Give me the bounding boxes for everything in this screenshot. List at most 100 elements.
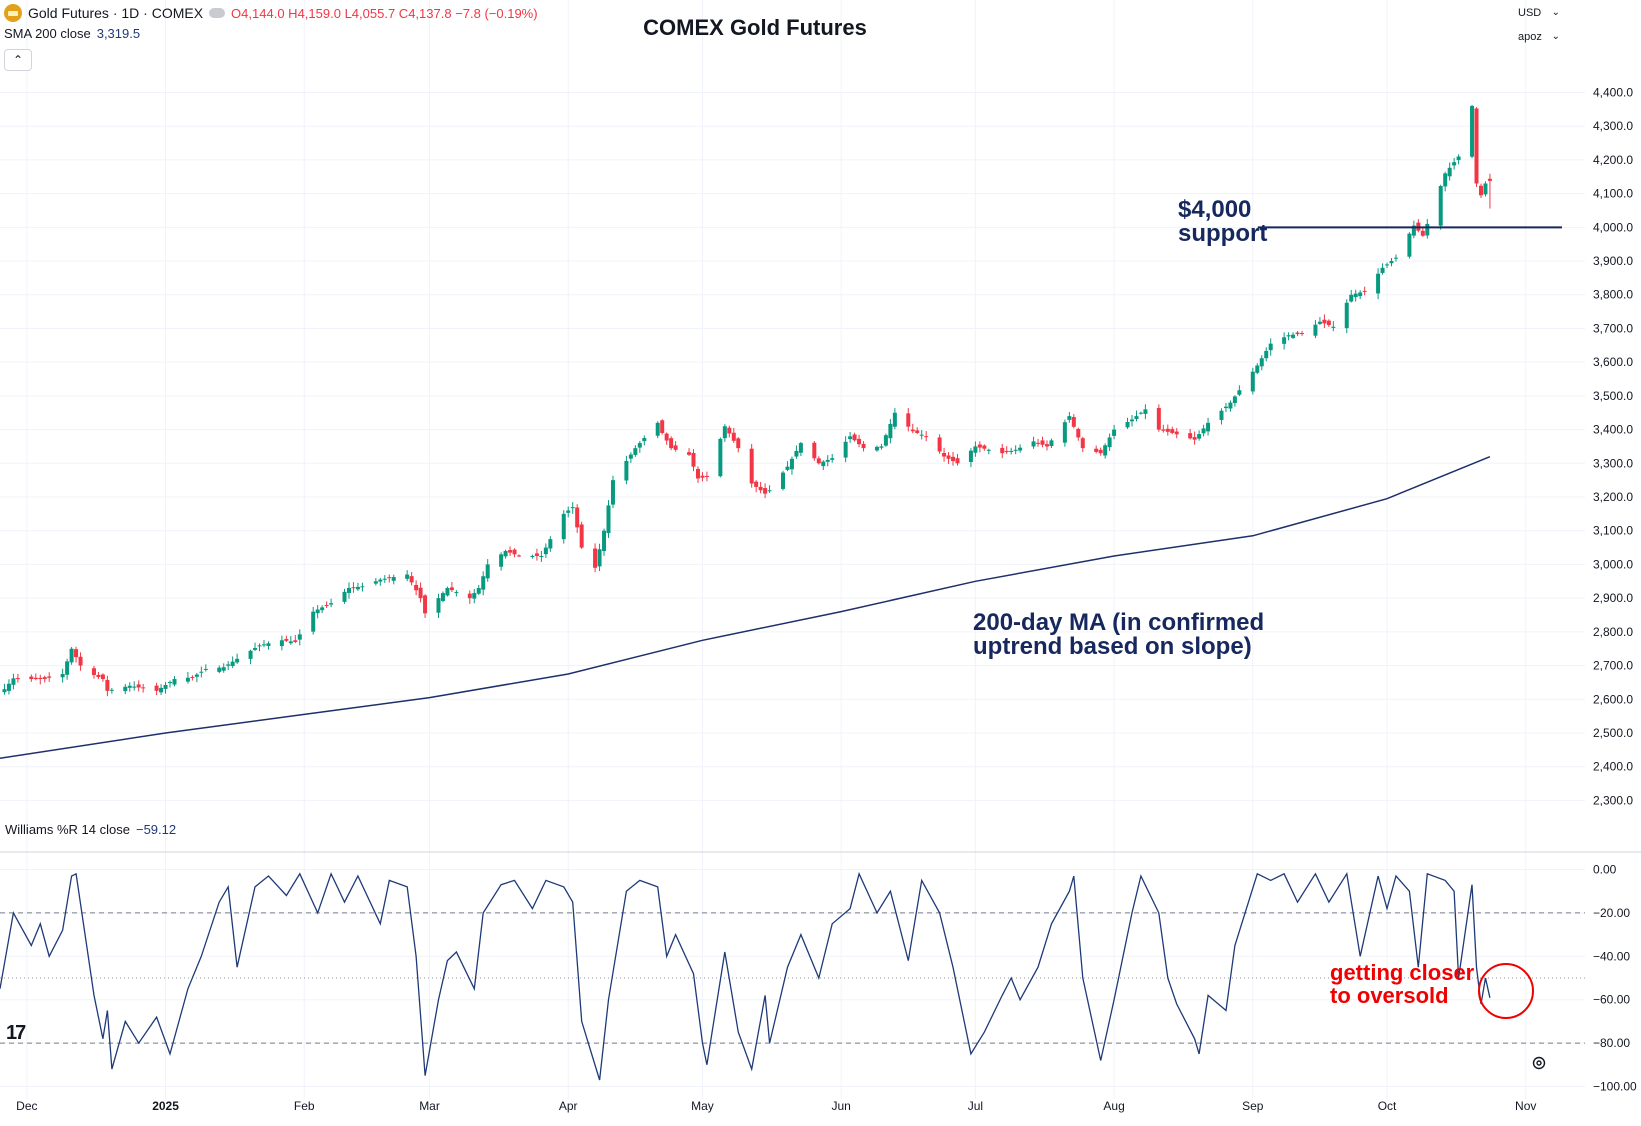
candle-body (874, 446, 879, 451)
candle-body (857, 438, 862, 445)
scale-mode-label: apoz (1518, 31, 1542, 43)
candle-body (825, 459, 830, 462)
candle-body (695, 468, 700, 479)
price-tick-label: 4,000.0 (1593, 220, 1633, 234)
gear-icon[interactable] (1531, 1055, 1547, 1071)
price-tick-label: 3,700.0 (1593, 321, 1633, 335)
candle-body (1474, 108, 1479, 184)
candle-body (910, 429, 915, 432)
candle-body (548, 539, 553, 549)
tradingview-logo[interactable]: 17 (6, 1022, 26, 1044)
candle-body (1358, 292, 1363, 297)
candle-body (136, 684, 141, 688)
candle-body (628, 454, 633, 459)
sma-legend[interactable]: SMA 200 close 3,319.5 (4, 26, 140, 41)
candle-body (373, 581, 378, 584)
candle-body (1044, 444, 1049, 447)
currency-selector[interactable]: USD ⌄ (1514, 2, 1564, 24)
wr-tick-label: −40.00 (1593, 949, 1630, 963)
candle-body (1138, 412, 1143, 414)
candle-body (382, 578, 387, 580)
candle-body (798, 443, 803, 453)
candle-body (1197, 434, 1202, 439)
candle-body (602, 530, 607, 552)
candle-body (1317, 321, 1322, 324)
candle-body (642, 438, 647, 442)
symbol-label[interactable]: Gold Futures · 1D · COMEX (28, 5, 204, 21)
candle-body (1232, 396, 1237, 404)
market-status-icon[interactable] (209, 8, 226, 18)
candle-body (123, 686, 128, 692)
candle-body (982, 445, 987, 449)
candle-body (311, 611, 316, 632)
williams-r-legend[interactable]: Williams %R 14 close −59.12 (5, 822, 176, 837)
price-tick-label: 4,100.0 (1593, 187, 1633, 201)
candle-body (288, 641, 293, 644)
candle-body (1353, 293, 1358, 298)
candle-body (449, 587, 454, 591)
candle-body (816, 458, 821, 464)
candle-body (794, 450, 799, 457)
date-tick-label: Sep (1242, 1099, 1264, 1113)
candle-body (11, 678, 16, 685)
candle-body (579, 524, 584, 548)
candle-body (1452, 162, 1457, 166)
candle-body (1107, 437, 1112, 448)
candle-body (226, 664, 231, 666)
candle-body (1282, 337, 1287, 344)
candle-body (2, 689, 7, 693)
candle-body (503, 550, 508, 557)
candle-body (297, 634, 302, 640)
price-tick-label: 2,700.0 (1593, 659, 1633, 673)
candle-body (1098, 449, 1103, 454)
axis-labels-layer: 4,400.0 4,300.0 4,200.0 4,100.0 4,000.0 3,900… (16, 85, 1637, 1113)
date-tick-label: Mar (419, 1099, 440, 1113)
date-tick-label: Oct (1378, 1099, 1397, 1113)
date-tick-label: Jul (968, 1099, 983, 1113)
candle-body (1018, 447, 1023, 451)
change-value: −7.8 (−0.19%) (455, 5, 538, 21)
date-tick-label: Jun (831, 1099, 850, 1113)
candle-body (1326, 320, 1331, 326)
candle-body (937, 437, 942, 452)
candle-body (1103, 445, 1108, 456)
candle-body (47, 676, 52, 678)
candle-body (508, 550, 513, 553)
candle-body (1331, 326, 1336, 328)
support-annotation: $4,000 support (1178, 198, 1267, 246)
close-label: C (398, 5, 409, 21)
candle-body (1071, 417, 1076, 427)
wr-tick-label: −60.00 (1593, 993, 1630, 1007)
candle-body (1125, 422, 1130, 428)
candle-body (159, 687, 164, 693)
candle-body (69, 648, 74, 663)
support-annotation-line2: support (1178, 220, 1268, 247)
candle-body (566, 510, 571, 513)
candle-body (1031, 441, 1036, 447)
candle-body (1201, 428, 1206, 434)
candle-body (190, 676, 195, 678)
candle-body (821, 461, 826, 467)
candle-body (570, 507, 575, 509)
symbol-legend[interactable]: Gold Futures · 1D · COMEX O4,144.0 H4,15… (4, 4, 538, 22)
candle-body (848, 436, 853, 440)
candle-body (360, 586, 365, 588)
candle-body (704, 475, 709, 477)
date-tick-label: Aug (1103, 1099, 1124, 1113)
sma-label: SMA 200 close (4, 26, 91, 41)
candle-body (33, 677, 38, 680)
candle-body (436, 598, 441, 613)
high-value: 4,159.0 (297, 5, 341, 21)
candle-body (1161, 429, 1166, 431)
candle-body (78, 656, 83, 666)
williams-r-layer (0, 871, 1585, 1081)
candle-body (1062, 422, 1067, 443)
candle-body (561, 513, 566, 540)
scale-mode-selector[interactable]: apoz ⌄ (1514, 26, 1564, 48)
candle-body (1129, 419, 1134, 422)
low-label: L (344, 5, 352, 21)
candle-body (351, 587, 356, 589)
candle-body (830, 458, 835, 460)
collapse-legend-button[interactable]: ⌃ (4, 49, 32, 71)
